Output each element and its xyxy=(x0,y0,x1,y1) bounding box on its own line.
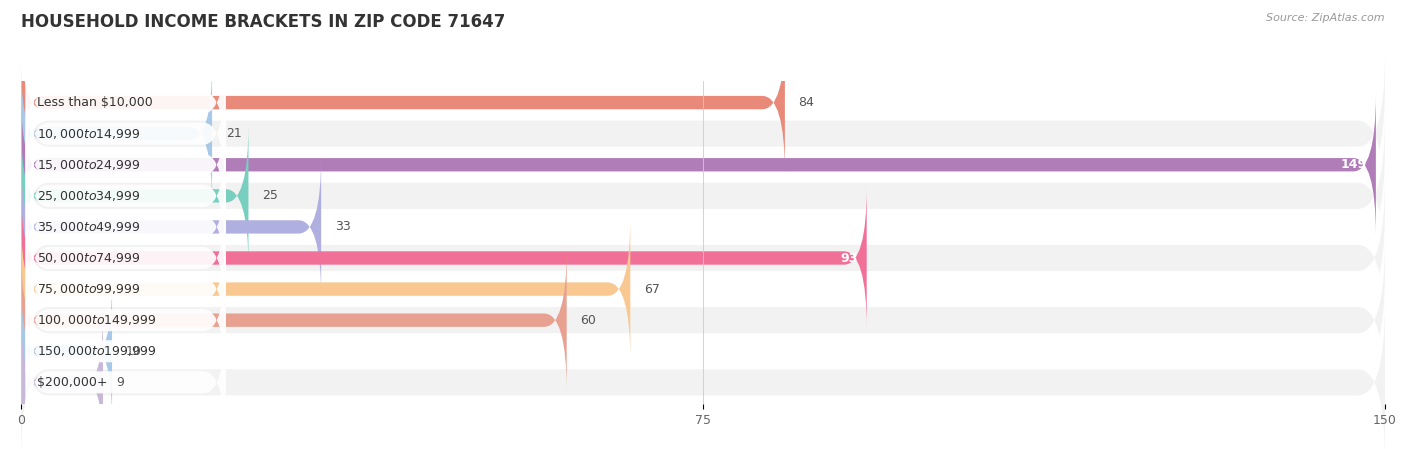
Text: $200,000+: $200,000+ xyxy=(37,376,107,389)
FancyBboxPatch shape xyxy=(21,218,630,360)
Text: $50,000 to $74,999: $50,000 to $74,999 xyxy=(37,251,141,265)
FancyBboxPatch shape xyxy=(21,240,1385,401)
FancyBboxPatch shape xyxy=(21,280,112,423)
FancyBboxPatch shape xyxy=(21,311,103,449)
Text: 9: 9 xyxy=(117,376,125,389)
Text: HOUSEHOLD INCOME BRACKETS IN ZIP CODE 71647: HOUSEHOLD INCOME BRACKETS IN ZIP CODE 71… xyxy=(21,13,506,31)
Text: 60: 60 xyxy=(581,314,596,327)
FancyBboxPatch shape xyxy=(25,36,226,169)
Text: $15,000 to $24,999: $15,000 to $24,999 xyxy=(37,158,141,172)
FancyBboxPatch shape xyxy=(21,31,785,174)
Text: $25,000 to $34,999: $25,000 to $34,999 xyxy=(37,189,141,203)
Text: $75,000 to $99,999: $75,000 to $99,999 xyxy=(37,282,141,296)
Text: 84: 84 xyxy=(799,96,814,109)
FancyBboxPatch shape xyxy=(21,147,1385,307)
Text: Less than $10,000: Less than $10,000 xyxy=(37,96,152,109)
FancyBboxPatch shape xyxy=(21,187,866,329)
FancyBboxPatch shape xyxy=(21,249,567,391)
FancyBboxPatch shape xyxy=(21,209,1385,369)
Text: 10: 10 xyxy=(125,345,142,358)
Text: $100,000 to $149,999: $100,000 to $149,999 xyxy=(37,313,156,327)
FancyBboxPatch shape xyxy=(21,53,1385,214)
FancyBboxPatch shape xyxy=(25,160,226,294)
Text: $35,000 to $49,999: $35,000 to $49,999 xyxy=(37,220,141,234)
FancyBboxPatch shape xyxy=(25,254,226,387)
Text: 93: 93 xyxy=(841,251,858,264)
FancyBboxPatch shape xyxy=(25,285,226,418)
FancyBboxPatch shape xyxy=(21,84,1385,245)
FancyBboxPatch shape xyxy=(21,22,1385,183)
Text: 21: 21 xyxy=(226,127,242,140)
Text: 67: 67 xyxy=(644,282,659,295)
Text: 25: 25 xyxy=(262,189,278,202)
FancyBboxPatch shape xyxy=(25,191,226,325)
FancyBboxPatch shape xyxy=(21,302,1385,449)
FancyBboxPatch shape xyxy=(25,98,226,231)
FancyBboxPatch shape xyxy=(21,94,1376,236)
Text: $10,000 to $14,999: $10,000 to $14,999 xyxy=(37,127,141,141)
Text: Source: ZipAtlas.com: Source: ZipAtlas.com xyxy=(1267,13,1385,23)
FancyBboxPatch shape xyxy=(25,222,226,356)
Text: 149: 149 xyxy=(1340,158,1367,171)
FancyBboxPatch shape xyxy=(25,67,226,200)
FancyBboxPatch shape xyxy=(21,62,212,205)
FancyBboxPatch shape xyxy=(21,156,321,298)
FancyBboxPatch shape xyxy=(21,125,249,267)
FancyBboxPatch shape xyxy=(25,129,226,263)
FancyBboxPatch shape xyxy=(25,316,226,449)
FancyBboxPatch shape xyxy=(21,271,1385,431)
Text: 33: 33 xyxy=(335,220,350,233)
FancyBboxPatch shape xyxy=(21,178,1385,338)
FancyBboxPatch shape xyxy=(21,116,1385,276)
Text: $150,000 to $199,999: $150,000 to $199,999 xyxy=(37,344,156,358)
